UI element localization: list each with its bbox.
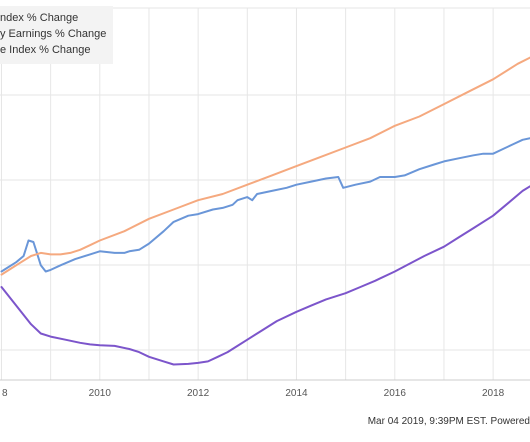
x-tick-label-0: 8 (2, 388, 8, 399)
series-line-2 (0, 56, 530, 276)
legend: ndex % Change y Earnings % Change e Inde… (0, 6, 113, 64)
x-tick-label-4: 2016 (384, 388, 407, 399)
x-tick-label-2: 2012 (187, 388, 210, 399)
legend-item-3: e Index % Change (0, 44, 91, 56)
timestamp-footer: Mar 04 2019, 9:39PM EST. Powered (367, 416, 530, 427)
series-layer (0, 56, 530, 366)
legend-item-1: ndex % Change (0, 12, 79, 24)
grid (0, 7, 530, 380)
legend-item-2: y Earnings % Change (0, 28, 107, 40)
series-line-3 (0, 185, 530, 366)
series-line-1 (0, 137, 530, 273)
x-tick-label-1: 2010 (89, 388, 112, 399)
x-tick-label-3: 2014 (285, 388, 308, 399)
x-axis: 8 2010 2012 2014 2016 2018 (0, 379, 530, 399)
x-tick-label-5: 2018 (482, 388, 505, 399)
